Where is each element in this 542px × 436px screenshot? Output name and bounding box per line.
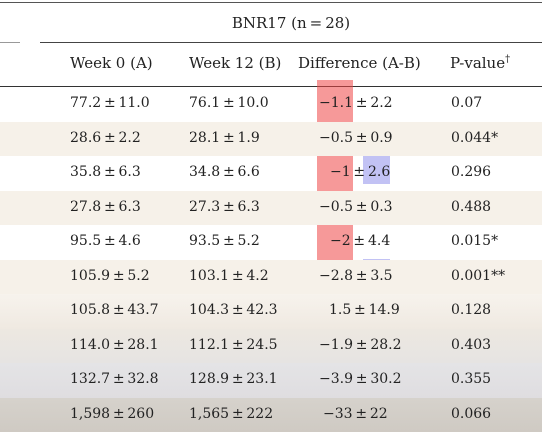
dagger-mark: † (505, 54, 511, 65)
difference-mean: −2.8 (319, 267, 353, 284)
table-row: 77.2 ± 11.0 76.1 ± 10.0 −1.1 ± 2.2 0.07 (0, 87, 542, 122)
table-row: 114.0 ± 28.1 112.1 ± 24.5 −1.9 ± 28.2 0.… (0, 328, 542, 363)
difference-mean: 1.5 (329, 302, 352, 318)
week12-cell: 76.1 ± 10.0 (189, 95, 269, 111)
difference-pm: ± (353, 267, 371, 284)
table-row: 105.9 ± 5.2 103.1 ± 4.2 −2.8 ± 3.5 0.001… (0, 259, 542, 294)
week12-cell: 93.5 ± 5.2 (189, 233, 260, 249)
difference-pm: ± (352, 405, 370, 422)
left-rule-stub (0, 42, 20, 43)
week0-cell: 105.9 ± 5.2 (70, 267, 150, 284)
pvalue-cell: 0.128 (451, 302, 492, 318)
difference-cell: −33 ± 22 (323, 406, 388, 422)
col-header-pvalue: P-value† (450, 54, 510, 72)
week0-cell: 95.5 ± 4.6 (70, 233, 141, 249)
table-row: 27.8 ± 6.3 27.3 ± 6.3 −0.5 ± 0.3 0.488 (0, 190, 542, 225)
difference-pm: ± (353, 129, 371, 146)
table-row: 35.8 ± 6.3 34.8 ± 6.6 −1 ± 2.6 0.296 (0, 156, 542, 191)
week12-cell: 104.3 ± 42.3 (189, 302, 278, 318)
pvalue-cell: 0.044* (451, 129, 499, 146)
col-header-week12: Week 12 (B) (189, 54, 282, 72)
week0-cell: 105.8 ± 43.7 (70, 302, 159, 318)
week0-cell: 27.8 ± 6.3 (70, 198, 141, 215)
pvalue-cell: 0.355 (451, 371, 492, 387)
pvalue-cell: 0.066 (451, 405, 492, 422)
difference-sd: 14.9 (368, 302, 400, 318)
difference-cell: 1.5 ± 14.9 (329, 302, 400, 318)
difference-sd: 30.2 (370, 371, 402, 387)
difference-pm: ± (353, 336, 371, 353)
difference-mean: −0.5 (319, 198, 353, 215)
table-row: 1,598 ± 260 1,565 ± 222 −33 ± 22 0.066 (0, 397, 542, 432)
difference-pm: ± (353, 198, 371, 215)
difference-pm: ± (350, 233, 368, 249)
pvalue-cell: 0.07 (451, 95, 483, 111)
difference-cell: −2 ± 4.4 (330, 233, 390, 249)
week12-cell: 27.3 ± 6.3 (189, 198, 260, 215)
difference-pm: ± (350, 164, 368, 180)
difference-mean: −1.1 (319, 95, 353, 111)
pvalue-cell: 0.296 (451, 164, 492, 180)
table-row: 28.6 ± 2.2 28.1 ± 1.9 −0.5 ± 0.9 0.044* (0, 121, 542, 156)
group-rule (40, 42, 542, 43)
header-rule (0, 86, 542, 87)
difference-cell: −1.9 ± 28.2 (319, 337, 402, 353)
difference-cell: −1 ± 2.6 (330, 164, 390, 180)
week0-cell: 1,598 ± 260 (70, 405, 155, 422)
pvalue-cell: 0.015* (451, 233, 499, 249)
difference-cell: −3.9 ± 30.2 (319, 371, 402, 387)
difference-cell: −2.8 ± 3.5 (319, 268, 393, 284)
difference-sd: 4.4 (367, 233, 391, 249)
difference-pm: ± (351, 302, 369, 318)
difference-mean: −33 (323, 405, 353, 422)
week12-cell: 103.1 ± 4.2 (189, 267, 269, 284)
pvalue-label: P-value (450, 54, 506, 72)
difference-sd: 0.3 (370, 198, 393, 215)
difference-mean: −2 (330, 233, 351, 249)
difference-cell: −0.5 ± 0.9 (319, 130, 393, 146)
week12-cell: 34.8 ± 6.6 (189, 164, 260, 180)
difference-sd: 28.2 (370, 336, 402, 353)
group-header: BNR17 (n = 28) (231, 14, 351, 32)
difference-mean: −3.9 (319, 371, 353, 387)
col-header-difference: Difference (A-B) (298, 54, 421, 72)
week0-cell: 114.0 ± 28.1 (70, 336, 159, 353)
table-body: 77.2 ± 11.0 76.1 ± 10.0 −1.1 ± 2.2 0.07 … (0, 87, 542, 432)
difference-cell: −1.1 ± 2.2 (319, 95, 393, 111)
pvalue-cell: 0.403 (451, 336, 492, 353)
difference-mean: −0.5 (319, 129, 353, 146)
difference-sd: 0.9 (370, 129, 393, 146)
table-row: 95.5 ± 4.6 93.5 ± 5.2 −2 ± 4.4 0.015* (0, 225, 542, 260)
week12-cell: 112.1 ± 24.5 (189, 336, 278, 353)
week0-cell: 35.8 ± 6.3 (70, 164, 141, 180)
week0-cell: 77.2 ± 11.0 (70, 95, 150, 111)
column-header-row: Week 0 (A) Week 12 (B) Difference (A-B) … (0, 46, 542, 82)
pvalue-cell: 0.488 (451, 198, 492, 215)
difference-pm: ± (353, 95, 371, 111)
blue-highlight-row3 (363, 156, 390, 184)
week12-cell: 28.1 ± 1.9 (189, 129, 260, 146)
difference-sd: 2.6 (367, 164, 391, 180)
difference-mean: −1 (330, 164, 351, 180)
pvalue-cell: 0.001** (451, 267, 506, 284)
week12-cell: 128.9 ± 23.1 (189, 371, 278, 387)
table-row: 132.7 ± 32.8 128.9 ± 23.1 −3.9 ± 30.2 0.… (0, 363, 542, 398)
difference-sd: 3.5 (370, 267, 393, 284)
difference-pm: ± (353, 371, 371, 387)
difference-sd: 2.2 (370, 95, 393, 111)
week12-cell: 1,565 ± 222 (189, 405, 274, 422)
top-rule (0, 2, 542, 3)
week0-cell: 132.7 ± 32.8 (70, 371, 159, 387)
week0-cell: 28.6 ± 2.2 (70, 129, 141, 146)
col-header-week0: Week 0 (A) (70, 54, 153, 72)
difference-cell: −0.5 ± 0.3 (319, 199, 393, 215)
difference-sd: 22 (369, 405, 388, 422)
table-row: 105.8 ± 43.7 104.3 ± 42.3 1.5 ± 14.9 0.1… (0, 294, 542, 329)
difference-mean: −1.9 (319, 336, 353, 353)
